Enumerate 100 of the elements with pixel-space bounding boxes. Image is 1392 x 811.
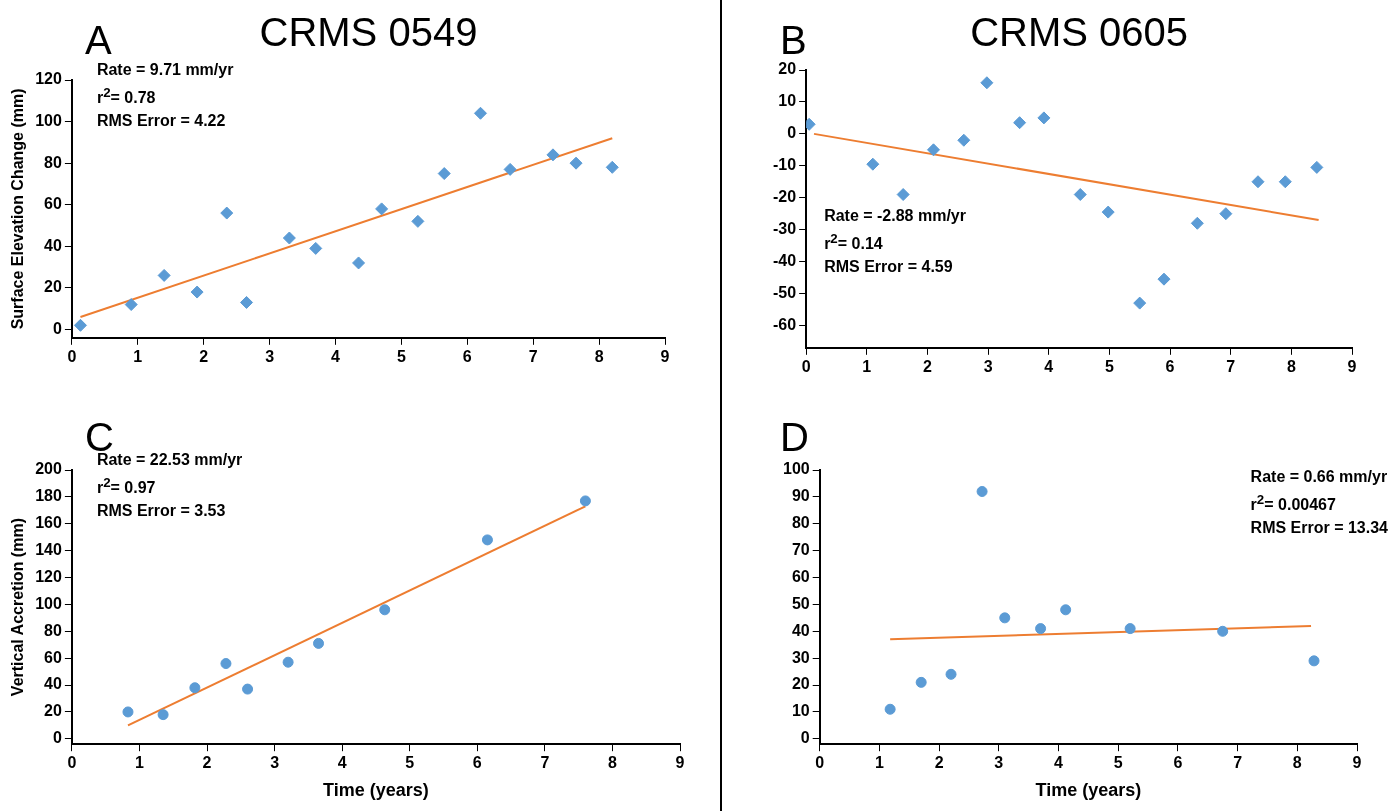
point	[481, 534, 493, 546]
x-tick-label: 7	[528, 347, 538, 365]
y-tick-label: 0	[800, 729, 810, 747]
point	[1217, 625, 1229, 637]
y-tick-label: 60	[791, 567, 810, 585]
point	[220, 658, 232, 670]
point	[1101, 205, 1115, 219]
y-tick-label: 160	[35, 514, 62, 532]
text: B	[780, 18, 807, 62]
point	[866, 157, 880, 171]
x-tick-label: 2	[934, 754, 944, 772]
point	[1073, 188, 1087, 202]
point	[945, 668, 957, 680]
y-tick-label: 20	[44, 278, 62, 296]
x-tick-label: 0	[67, 754, 77, 772]
y-tick-label: 80	[791, 514, 810, 532]
y-tick-label: 100	[35, 111, 62, 129]
y-tick-label: 0	[52, 319, 62, 337]
y-tick-label: 10	[791, 702, 810, 720]
point	[282, 231, 296, 245]
point	[190, 285, 204, 299]
y-tick-label: 140	[35, 541, 62, 559]
y-tick-label: 80	[44, 621, 62, 639]
y-tick-label: 120	[35, 70, 62, 88]
point	[927, 143, 940, 157]
point	[157, 709, 169, 721]
chart-title: CRMS 0605	[970, 10, 1188, 55]
x-tick-label: 6	[1173, 754, 1183, 772]
y-tick-label: 20	[791, 675, 810, 693]
point	[896, 188, 910, 202]
x-tick-label: 8	[594, 347, 604, 365]
y-axis-title: Vertical Accretion (mm)	[9, 518, 27, 697]
point	[157, 268, 171, 282]
point	[1219, 207, 1233, 221]
point	[313, 637, 325, 649]
x-tick-label: 7	[1226, 357, 1236, 375]
point	[282, 656, 294, 668]
point	[1251, 175, 1265, 189]
y-tick-label: 30	[791, 648, 810, 666]
x-tick-label: 4	[331, 347, 341, 365]
annotation: r$^{2}$= 0.78	[96, 84, 157, 109]
x-tick-label: 3	[994, 754, 1004, 772]
point	[473, 106, 487, 120]
point	[1157, 272, 1171, 286]
x-tick-label: 3	[270, 754, 280, 772]
x-tick-label: 1	[135, 754, 145, 772]
point	[605, 160, 619, 174]
annotation: Rate = 0.66 mm/yr	[1250, 467, 1388, 487]
point	[122, 706, 134, 718]
point	[124, 298, 138, 312]
y-tick-label: -20	[773, 188, 797, 206]
x-tick-label: 9	[675, 754, 685, 772]
point	[1310, 160, 1324, 174]
text: A	[85, 18, 112, 63]
text: D	[780, 415, 809, 460]
point	[352, 256, 366, 270]
point	[1278, 175, 1292, 189]
point	[242, 683, 254, 695]
x-tick-label: 2	[202, 754, 212, 772]
x-tick-label: 8	[1286, 357, 1296, 375]
y-tick-label: 100	[35, 594, 62, 612]
chart-title: CRMS 0549	[259, 10, 478, 55]
x-tick-label: 5	[405, 754, 415, 772]
x-tick-label: 9	[660, 347, 670, 365]
x-tick-label: 6	[1165, 357, 1175, 375]
y-tick-label: 120	[35, 567, 62, 585]
y-tick-label: 20	[778, 60, 797, 78]
x-tick-label: 0	[815, 754, 825, 772]
point	[220, 206, 234, 220]
x-tick-label: 5	[1113, 754, 1123, 772]
point	[546, 148, 560, 162]
x-axis-title: Time (years)	[323, 780, 429, 801]
y-tick-label: 90	[791, 487, 810, 505]
text: Rate = 9.71 mm/yr	[96, 60, 234, 80]
x-tick-label: 8	[1292, 754, 1302, 772]
y-tick-label: 180	[35, 487, 62, 505]
y-axis-title: Surface Elevation Change (mm)	[9, 88, 27, 330]
y-tick-label: 60	[44, 648, 62, 666]
point	[569, 156, 583, 170]
point	[1013, 116, 1027, 130]
y-tick-label: 60	[44, 195, 62, 213]
annotation: Rate = -2.88 mm/yr	[824, 205, 966, 226]
y-tick-label: -30	[773, 220, 797, 238]
x-tick-label: 2	[922, 357, 932, 375]
point	[999, 612, 1011, 624]
y-tick-label: 70	[791, 541, 810, 559]
x-tick-label: 6	[472, 754, 482, 772]
y-tick-label: 40	[44, 675, 62, 693]
annotation: RMS Error = 13.34	[1250, 518, 1388, 539]
x-tick-label: 1	[133, 347, 143, 365]
text: Rate = 22.53 mm/yr	[96, 451, 243, 470]
y-tick-label: 80	[44, 153, 62, 171]
point	[189, 682, 201, 694]
x-tick-label: 9	[1352, 754, 1362, 772]
y-tick-label: 0	[52, 729, 62, 747]
x-axis-title: Time (years)	[1035, 780, 1142, 801]
x-tick-label: 3	[265, 347, 275, 365]
point	[1035, 623, 1047, 635]
y-tick-label: 20	[44, 702, 62, 720]
point	[976, 486, 988, 498]
